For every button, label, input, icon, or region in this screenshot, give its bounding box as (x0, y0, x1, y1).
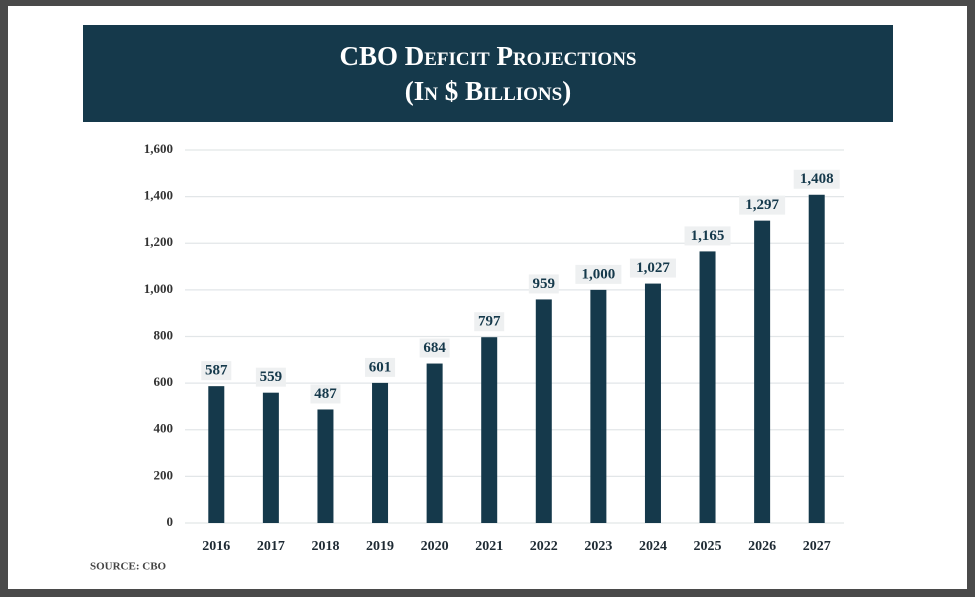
value-label-bg (419, 338, 450, 358)
chart-subtitle: (In $ Billions) (405, 76, 571, 106)
value-label: 797 (478, 314, 501, 330)
bar (808, 194, 825, 523)
y-tick-label: 600 (154, 374, 174, 389)
x-tick-label: 2016 (202, 539, 230, 554)
y-tick-label: 1,200 (144, 234, 173, 249)
chart-title: CBO Deficit Projections (340, 41, 637, 71)
bar (535, 299, 552, 523)
y-tick-label: 800 (154, 327, 174, 342)
value-label: 959 (533, 276, 556, 292)
value-label-bg (684, 226, 731, 246)
bar (699, 251, 716, 524)
bar (262, 392, 279, 523)
title-banner (83, 25, 893, 122)
bar (590, 289, 607, 523)
value-label: 559 (260, 369, 283, 385)
y-tick-label: 1,600 (144, 141, 173, 156)
bar (317, 409, 334, 523)
value-label: 1,165 (691, 228, 725, 244)
x-tick-label: 2023 (584, 539, 612, 554)
x-tick-label: 2017 (257, 539, 285, 554)
bar (644, 283, 661, 523)
value-label: 1,000 (582, 266, 616, 282)
bar (372, 382, 389, 523)
value-label-bg (793, 169, 840, 189)
value-label-bg (474, 312, 505, 332)
value-label-bg (528, 274, 559, 294)
source-note: SOURCE: CBO (90, 561, 167, 573)
value-label-bg (575, 264, 622, 284)
value-label: 1,297 (745, 197, 779, 213)
value-label: 601 (369, 359, 392, 375)
y-tick-label: 200 (154, 467, 174, 482)
bar (208, 386, 225, 523)
x-tick-label: 2026 (748, 539, 776, 554)
value-label: 587 (205, 363, 228, 379)
value-label-bg (255, 367, 286, 387)
x-tick-label: 2019 (366, 539, 394, 554)
bar (426, 363, 443, 523)
bar (481, 337, 498, 523)
value-label: 487 (314, 386, 337, 402)
x-tick-label: 2025 (694, 539, 722, 554)
x-tick-label: 2024 (639, 539, 667, 554)
value-label-bg (365, 357, 396, 377)
value-label: 1,027 (636, 260, 670, 276)
value-label-bg (629, 258, 676, 278)
y-tick-label: 400 (154, 421, 174, 436)
value-label: 1,408 (800, 171, 834, 187)
bar (754, 220, 771, 523)
value-label-bg (201, 361, 232, 381)
x-tick-label: 2021 (475, 539, 503, 554)
x-tick-label: 2020 (421, 539, 449, 554)
x-tick-label: 2022 (530, 539, 558, 554)
x-tick-label: 2018 (311, 539, 339, 554)
y-tick-label: 1,400 (144, 188, 173, 203)
value-label-bg (739, 195, 786, 215)
y-tick-label: 0 (167, 514, 174, 529)
y-tick-label: 1,000 (144, 281, 173, 296)
x-tick-label: 2027 (803, 539, 831, 554)
value-label-bg (310, 384, 341, 404)
value-label: 684 (423, 340, 446, 356)
